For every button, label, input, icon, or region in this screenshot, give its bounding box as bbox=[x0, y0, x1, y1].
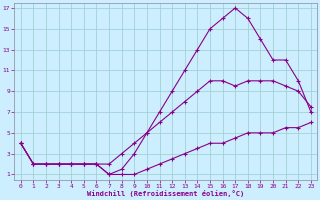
X-axis label: Windchill (Refroidissement éolien,°C): Windchill (Refroidissement éolien,°C) bbox=[87, 190, 244, 197]
